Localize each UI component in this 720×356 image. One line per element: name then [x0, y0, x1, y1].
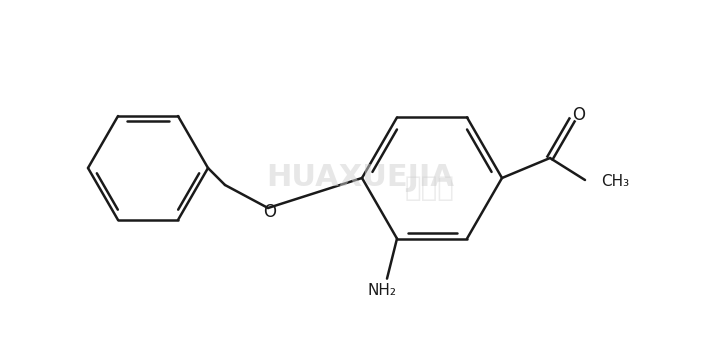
Text: NH₂: NH₂: [367, 283, 397, 298]
Text: O: O: [264, 203, 276, 221]
Text: O: O: [572, 106, 585, 124]
Text: HUAXUEJIA: HUAXUEJIA: [266, 163, 454, 193]
Text: 化学加: 化学加: [405, 174, 455, 202]
Text: CH₃: CH₃: [601, 174, 629, 189]
